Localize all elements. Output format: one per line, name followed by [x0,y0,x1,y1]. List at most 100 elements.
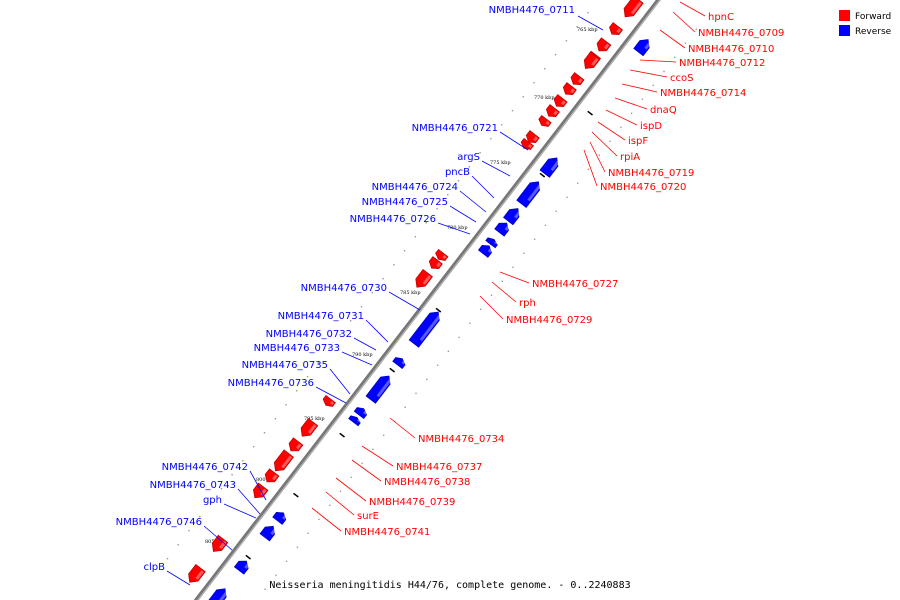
gene-forward-nmbh4476-0738-body [288,437,304,452]
gene-label[interactable]: NMBH4476_0741 [344,527,430,538]
gene-forward-nmbh4476-0727[interactable] [434,248,449,263]
gene-label[interactable]: dnaQ [650,105,677,116]
gene-forward-nmbh4476-0709[interactable] [607,22,624,38]
gene-reverse-args[interactable] [516,178,544,208]
track-dot [533,238,536,241]
gene-label[interactable]: clpB [144,562,166,573]
gene-label[interactable]: NMBH4476_0734 [418,434,504,445]
gene-reverse-nmbh4476-0724[interactable] [494,219,512,237]
legend-reverse-label: Reverse [855,27,892,37]
gene-reverse-nmbh4476-0735[interactable] [348,414,362,427]
gene-label[interactable]: NMBH4476_0730 [301,283,387,294]
gene-label[interactable]: NMBH4476_0720 [600,182,686,193]
gene-forward-nmbh4476-0720[interactable] [519,137,534,152]
gene-label[interactable]: NMBH4476_0737 [396,462,482,473]
gene-reverse-nmbh4476-0736[interactable] [272,509,289,525]
gene-reverse-nmbh4476-0733-body [353,407,367,420]
gene-forward-nmbh4476-0734[interactable] [321,394,336,409]
gene-reverse-nmbh4476-0742[interactable] [259,523,278,542]
track-dot [361,462,363,465]
gene-label[interactable]: NMBH4476_0742 [162,462,248,473]
gene-reverse-nmbh4476-0711[interactable] [633,36,653,57]
gene-forward-extra-21[interactable] [209,534,229,555]
gene-label[interactable]: ispF [628,136,648,147]
gene-forward-sure[interactable] [262,468,280,486]
gene-forward-nmbh4476-0737[interactable] [297,417,319,440]
gene-forward-sure-shine [272,474,278,481]
gene-label[interactable]: NMBH4476_0714 [660,88,746,99]
gene-label[interactable]: pncB [445,167,470,178]
gene-label[interactable]: NMBH4476_0729 [506,315,592,326]
gene-forward-nmbh4476-0719[interactable] [524,130,540,146]
gene-forward-extra-22-body [188,563,206,583]
gene-forward-nmbh4476-0738[interactable] [286,437,304,455]
gene-forward-nmbh4476-0739[interactable] [271,449,294,475]
gene-reverse-nmbh4476-0725[interactable] [477,242,494,258]
gene-forward-dnaq[interactable] [561,82,577,98]
track-dot [469,322,471,325]
gene-forward-ispd[interactable] [552,94,568,110]
gene-label[interactable]: gph [203,495,222,506]
gene-label[interactable]: NMBH4476_0712 [679,58,765,69]
gene-reverse-nmbh4476-0730[interactable] [408,308,443,348]
gene-label[interactable]: NMBH4476_0738 [384,477,470,488]
track-dot [598,154,601,157]
gene-label[interactable]: NMBH4476_0739 [369,497,455,508]
gene-label[interactable]: NMBH4476_0725 [362,197,448,208]
gene-label[interactable]: ispD [640,121,662,132]
gene-label[interactable]: NMBH4476_0710 [688,44,774,55]
track-dot [414,235,417,238]
gene-label[interactable]: NMBH4476_0724 [372,182,458,193]
track-dot [220,487,223,490]
gene-reverse-nmbh4476-0731[interactable] [392,355,407,370]
gene-reverse-nmbh4476-0732[interactable] [365,372,394,404]
gene-label[interactable]: NMBH4476_0711 [489,5,575,16]
gene-label[interactable]: hpnC [708,12,734,23]
gene-label[interactable]: NMBH4476_0736 [228,378,314,389]
gene-reverse-nmbh4476-0736-body [272,512,287,525]
gene-label[interactable]: NMBH4476_0727 [532,279,618,290]
gene-reverse-nmbh4476-0726[interactable] [485,236,499,249]
gene-reverse-pncb-body [503,208,520,226]
gene-forward-nmbh4476-0714-shine [577,78,583,84]
gene-forward-nmbh4476-0729[interactable] [412,268,433,291]
gene-forward-rph[interactable] [427,256,443,272]
label-leader [679,1,706,17]
gene-forward-rpia[interactable] [537,114,552,129]
gene-label[interactable]: NMBH4476_0721 [412,123,498,134]
gene-reverse-nmbh4476-0721[interactable] [539,154,562,178]
gene-label[interactable]: NMBH4476_0726 [350,214,436,225]
label-leader [672,11,696,33]
gene-forward-ispf[interactable] [544,104,560,120]
gene-label[interactable]: surE [357,511,379,522]
gene-forward-ccos[interactable] [581,51,601,72]
gene-label[interactable]: NMBH4476_0743 [150,480,236,491]
gene-label[interactable]: NMBH4476_0746 [116,517,202,528]
gene-label[interactable]: argS [457,152,480,163]
label-leader [365,319,389,343]
gene-label[interactable]: rph [519,298,536,309]
gene-reverse-pncb[interactable] [503,205,522,226]
gene-reverse-nmbh4476-0730-body [408,311,440,348]
gene-forward-ccos-body [583,51,601,69]
track-dot [296,389,298,392]
gene-reverse-args-body [516,181,540,208]
label-leader [361,445,394,467]
gene-forward-hpnc[interactable] [620,0,644,21]
gene-reverse-nmbh4476-0743[interactable] [233,557,251,575]
track-dot [404,406,407,409]
gene-label[interactable]: NMBH4476_0709 [698,28,784,39]
gene-reverse-nmbh4476-0733[interactable] [353,405,368,420]
gene-label[interactable]: NMBH4476_0735 [242,360,328,371]
gene-forward-nmbh4476-0714[interactable] [568,72,585,88]
gene-label[interactable]: NMBH4476_0731 [278,311,364,322]
gene-forward-extra-22[interactable] [185,563,206,586]
gene-label[interactable]: rpiA [620,152,640,163]
track-dot [587,11,589,14]
gene-forward-nmbh4476-0710[interactable] [594,37,612,55]
gene-label[interactable]: NMBH4476_0732 [266,329,352,340]
gene-label[interactable]: NMBH4476_0719 [608,168,694,179]
track-dot [166,557,169,560]
gene-label[interactable]: ccoS [670,73,693,84]
gene-label[interactable]: NMBH4476_0733 [254,343,340,354]
